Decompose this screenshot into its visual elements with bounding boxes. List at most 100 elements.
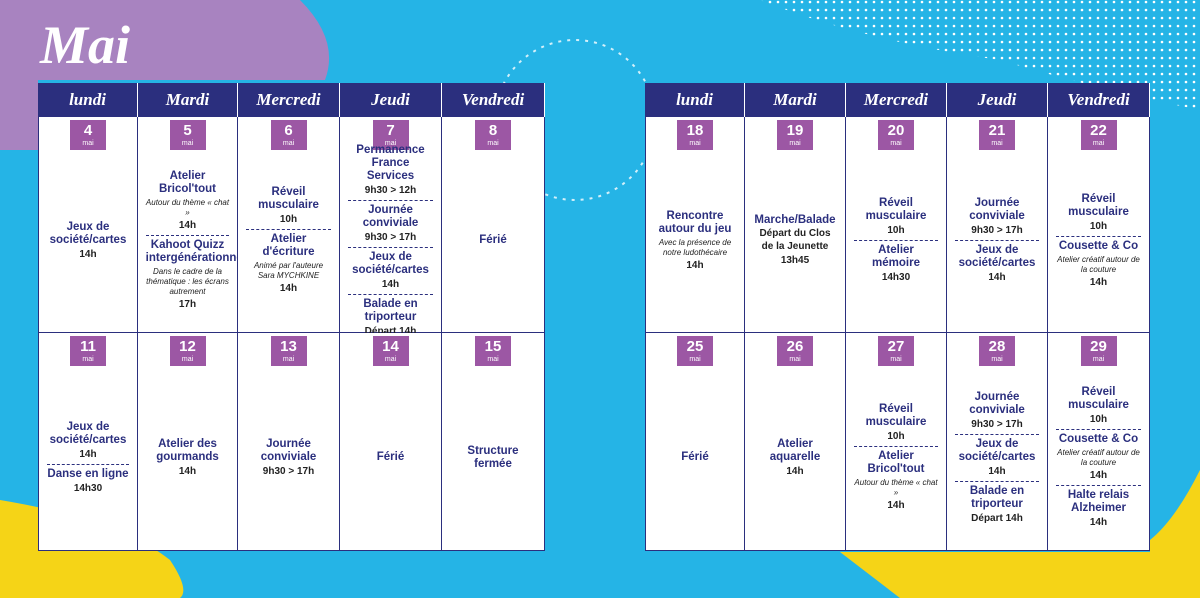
events: Atelier des gourmands 14h xyxy=(141,369,234,546)
event-time: 14h xyxy=(381,278,400,290)
event: Atelier Bricol'tout Autour du thème « cha… xyxy=(146,167,230,235)
day-number: 5 xyxy=(183,122,192,139)
event-time: 14h xyxy=(1089,276,1108,288)
date-badge: 15 mai xyxy=(475,336,511,366)
date-badge: 21 mai xyxy=(979,120,1015,150)
day-cell: 20 mai Réveil musculaire 10h Atelier mémoire… xyxy=(846,117,947,333)
day-number: 26 xyxy=(786,338,804,355)
event-title: Atelier Bricol'tout xyxy=(158,170,217,195)
event-title: Journée conviviale xyxy=(969,390,1025,416)
event: Férié xyxy=(654,448,737,467)
event: Férié xyxy=(348,448,434,467)
page-title: Mai xyxy=(40,15,131,75)
event: Férié xyxy=(450,231,536,250)
event-time: 14h xyxy=(178,220,197,231)
event: Journée conviviale 9h30 > 17h xyxy=(955,388,1040,434)
event-time: 14h xyxy=(178,465,197,477)
event: Réveil musculaire 10h xyxy=(854,400,939,446)
day-number: 29 xyxy=(1090,338,1107,355)
date-badge: 27 mai xyxy=(878,336,914,366)
day-header: Mardi xyxy=(138,83,238,117)
day-cell: 28 mai Journée conviviale 9h30 > 17h Jeux de… xyxy=(947,333,1048,551)
date-badge: 8 mai xyxy=(475,120,511,150)
event-time: 10h xyxy=(887,431,905,442)
event-title: Cousette & Co xyxy=(1058,239,1139,252)
event-time: 13h45 xyxy=(780,255,810,266)
day-header: Mercredi xyxy=(846,83,947,117)
day-cell: 18 mai Rencontre autour du jeu Avec la prés… xyxy=(645,117,745,333)
event-time: 14h xyxy=(988,465,1006,477)
day-cell: 21 mai Journée conviviale 9h30 > 17h Jeux de… xyxy=(947,117,1048,333)
date-badge: 18 mai xyxy=(677,120,713,150)
events: Marche/Balade Départ du Clos de la Jeunet… xyxy=(748,153,842,328)
event-title: Atelier Bricol'tout xyxy=(867,450,925,475)
event-time: 14h xyxy=(786,465,804,477)
date-badge: 7 mai xyxy=(372,120,409,150)
day-number: 6 xyxy=(284,122,293,139)
event: Jeux de société/cartes 14h xyxy=(347,246,434,294)
day-header: lundi xyxy=(645,83,745,117)
event-title: Réveil musculaire xyxy=(865,403,927,428)
event-time: 14h xyxy=(686,259,704,271)
event: Réveil musculaire 10h xyxy=(854,194,939,240)
event-title: Journée conviviale xyxy=(362,203,419,229)
events: Journée conviviale 9h30 > 17h Jeux de soci… xyxy=(950,153,1044,328)
events: Atelier aquarelle 14h xyxy=(748,369,842,546)
event-time: 10h xyxy=(1089,414,1108,425)
date-badge: 4 mai xyxy=(70,120,106,150)
month-label: mai xyxy=(282,356,295,363)
date-badge: 19 mai xyxy=(777,120,813,150)
event-note: Avec la présence de notre ludothécaire xyxy=(658,237,732,257)
day-cell: 13 mai Journée conviviale 9h30 > 17h xyxy=(238,333,340,551)
events: Atelier Bricol'tout Autour du thème « cha… xyxy=(141,153,246,328)
events: Réveil musculaire 10h Atelier mémoire 14h30 xyxy=(849,153,943,328)
event-title: Journée conviviale xyxy=(969,197,1025,222)
day-number: 20 xyxy=(887,122,905,139)
event: Cousette & Co Atelier créatif autour de l… xyxy=(1055,429,1142,485)
day-header: Mercredi xyxy=(238,83,340,117)
event-title: Férié xyxy=(376,451,405,463)
events: Permanence France Services 9h30 > 12h Jour… xyxy=(343,144,438,337)
event-title: Jeux de société/cartes xyxy=(958,244,1036,269)
events: Férié xyxy=(343,369,438,546)
event: Jeux de société/cartes 14h xyxy=(954,240,1040,287)
day-cell: 4 mai Jeux de société/cartes 14h xyxy=(38,117,138,333)
month-label: mai xyxy=(487,356,499,363)
event: Jeux de société/cartes 14h xyxy=(954,433,1040,481)
event-title: Férié xyxy=(681,451,709,463)
event: Balade en triporteur Départ 14h xyxy=(954,480,1040,528)
event: Réveil musculaire 10h xyxy=(1056,383,1142,429)
events: Jeux de société/cartes 14h xyxy=(42,153,134,328)
event: Halte relais Alzheimer 14h xyxy=(1055,485,1142,532)
day-cell: 26 mai Atelier aquarelle 14h xyxy=(745,333,846,551)
event-title: Atelier d'écriture xyxy=(262,233,315,258)
event-title: Permanence France Services xyxy=(356,143,425,182)
event-time: 10h xyxy=(887,225,905,236)
event-time: 14h xyxy=(79,448,97,460)
event: Réveil musculaire 10h xyxy=(246,183,332,229)
event: Marche/Balade Départ du Clos de la Jeunet… xyxy=(753,211,838,270)
date-badge: 22 mai xyxy=(1080,120,1117,150)
event-time: Départ 14h xyxy=(971,512,1023,524)
event: Balade en triporteur Départ 14h xyxy=(347,293,434,341)
date-badge: 20 mai xyxy=(878,120,914,150)
events: Férié xyxy=(445,153,541,328)
month-label: mai xyxy=(991,356,1003,363)
events: Structure fermée xyxy=(445,369,541,546)
event: Atelier aquarelle 14h xyxy=(753,435,838,481)
event-time: 14h xyxy=(1089,470,1108,481)
event-note: Atelier créatif autour de la couture xyxy=(1057,448,1140,467)
event-time: 9h30 > 17h xyxy=(971,225,1023,236)
day-number: 14 xyxy=(382,338,399,355)
event: Permanence France Services 9h30 > 12h xyxy=(348,141,434,200)
day-number: 25 xyxy=(686,338,704,355)
day-number: 21 xyxy=(988,122,1006,139)
date-badge: 12 mai xyxy=(169,336,206,366)
event-note: Autour du thème « chat » xyxy=(854,478,938,497)
month-label: mai xyxy=(890,356,902,363)
event-time: 9h30 > 17h xyxy=(971,418,1023,430)
event-detail: Départ du Clos de la Jeunette xyxy=(759,228,831,252)
event: Jeux de société/cartes 14h xyxy=(47,418,130,464)
event-time: 10h xyxy=(279,214,298,225)
